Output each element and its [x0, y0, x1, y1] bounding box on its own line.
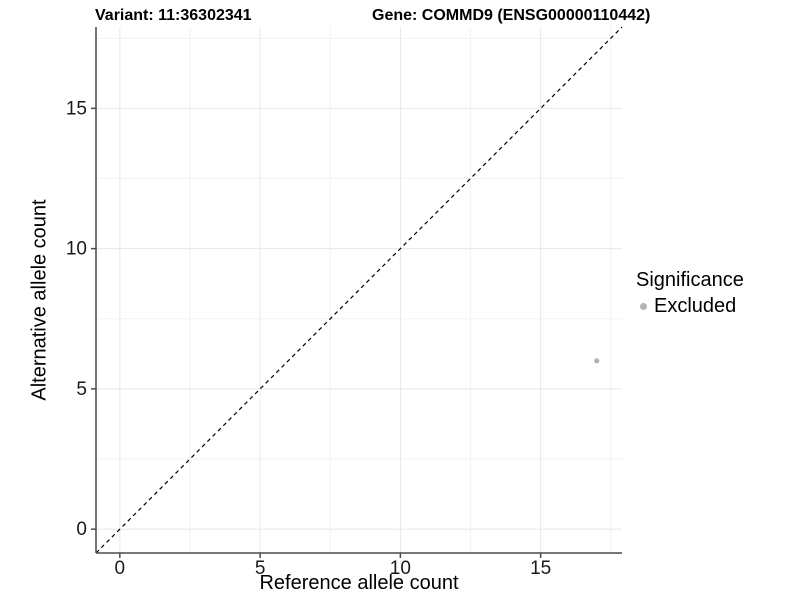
- y-tick-label: 0: [76, 519, 87, 540]
- legend: Significance Excluded: [636, 269, 744, 318]
- legend-entry-excluded: Excluded: [640, 295, 744, 318]
- x-axis-title: Reference allele count: [259, 572, 459, 594]
- y-tick-label: 10: [66, 239, 87, 260]
- identity-line: [95, 26, 623, 554]
- x-tick-label: 15: [530, 558, 551, 579]
- y-tick-label: 5: [76, 379, 87, 400]
- x-tick-label: 0: [115, 558, 126, 579]
- x-tick-label: 5: [255, 558, 266, 579]
- y-tick-label: 15: [66, 98, 87, 119]
- y-axis-title: Alternative allele count: [28, 199, 51, 401]
- data-point-excluded: [594, 358, 600, 364]
- plot-title-gene: Gene: COMMD9 (ENSG00000110442): [372, 7, 651, 24]
- x-tick-label: 10: [390, 558, 411, 579]
- plot-title-variant: Variant: 11:36302341: [95, 7, 252, 24]
- legend-title: Significance: [636, 269, 744, 291]
- legend-entry-label: Excluded: [654, 295, 737, 317]
- legend-point-icon: [640, 303, 647, 310]
